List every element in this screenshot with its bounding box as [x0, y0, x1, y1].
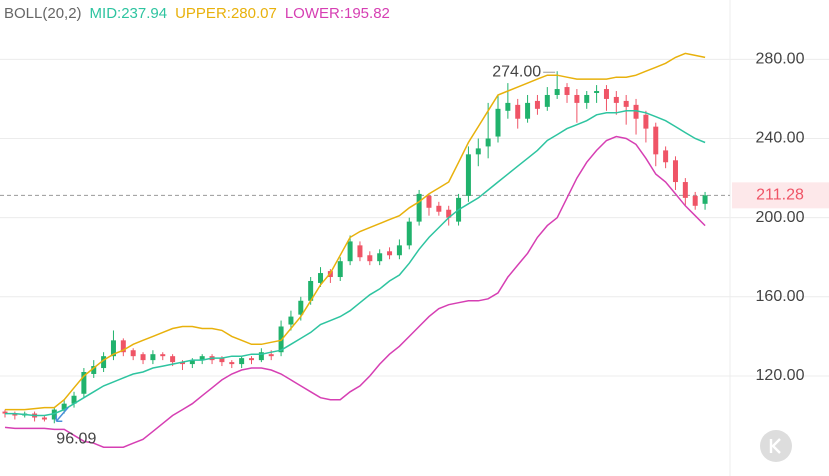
candle-body: [377, 253, 383, 262]
candle-body: [308, 280, 314, 301]
candle-body: [525, 102, 531, 119]
min-pointer: [55, 406, 69, 423]
candle-body: [426, 195, 432, 208]
candle-body: [71, 395, 77, 404]
candle-body: [298, 300, 304, 315]
candle-body: [219, 358, 225, 363]
candle-body: [41, 417, 47, 420]
y-tick-label: 280.00: [756, 51, 805, 68]
candle-body: [51, 409, 57, 420]
legend-entry: LOWER:195.82: [285, 5, 390, 22]
candle-body: [12, 413, 18, 416]
candle-body: [663, 150, 669, 163]
min-label: 96.09: [56, 430, 96, 447]
candle-body: [465, 154, 471, 196]
candle-body: [101, 356, 107, 369]
candle-body: [337, 261, 343, 278]
last-price-badge: [732, 182, 829, 209]
candle-body: [653, 126, 659, 155]
candle-body: [544, 94, 550, 107]
candle-body: [150, 354, 156, 361]
candle-body: [672, 160, 678, 183]
candle-body: [446, 209, 452, 218]
candle-body: [702, 195, 708, 204]
candle-body: [179, 362, 185, 365]
candle-body: [367, 255, 373, 262]
candle-body: [515, 104, 521, 119]
candle-body: [199, 356, 205, 361]
k-button-bg[interactable]: [760, 430, 792, 462]
band-line: [5, 52, 706, 411]
candle-body: [584, 94, 590, 103]
candle-body: [229, 362, 235, 365]
candle-body: [406, 221, 412, 246]
candle-body: [495, 108, 501, 137]
candle-body: [249, 358, 254, 361]
candle-body: [436, 205, 442, 212]
candle-body: [682, 182, 688, 198]
candle-body: [357, 245, 363, 258]
candle-body: [643, 114, 649, 129]
candle-body: [288, 316, 294, 325]
candle-body: [564, 87, 570, 95]
candle-body: [416, 193, 422, 222]
candle-body: [633, 104, 639, 119]
k-button-icon[interactable]: [769, 438, 781, 454]
candle-body: [110, 340, 116, 357]
candle-body: [613, 96, 619, 103]
legend-entry: UPPER:280.07: [175, 5, 277, 22]
k-button[interactable]: [760, 430, 792, 462]
candle-body: [258, 352, 264, 361]
max-label: 274.00: [492, 63, 541, 80]
candle-body: [387, 251, 393, 256]
candle-body: [2, 411, 8, 414]
indicator-label: BOLL(20,2): [4, 5, 82, 22]
candle-body: [475, 148, 481, 155]
candle-body: [534, 100, 540, 109]
candle-body: [603, 89, 609, 99]
y-tick-label: 200.00: [756, 209, 805, 226]
band-line: [5, 110, 706, 417]
candle-body: [505, 102, 511, 111]
y-tick-label: 160.00: [756, 288, 805, 305]
candle-body: [623, 100, 629, 107]
y-tick-label: 240.00: [756, 130, 805, 147]
candle-body: [554, 89, 560, 95]
candle-body: [396, 245, 402, 256]
candle-body: [189, 360, 195, 365]
candle-body: [160, 354, 166, 357]
band-line: [4, 135, 706, 448]
candle-body: [268, 354, 274, 357]
y-tick-label: 120.00: [756, 367, 805, 384]
candle-body: [61, 403, 67, 410]
candle-body: [574, 94, 580, 103]
candle-body: [347, 241, 353, 262]
candle-body: [130, 350, 136, 357]
candle-body: [239, 358, 245, 365]
candle-body: [318, 273, 324, 283]
legend-entry: MID:237.94: [90, 5, 168, 22]
candle-body: [91, 366, 97, 374]
candle-body: [485, 138, 491, 147]
candle-body: [140, 354, 146, 361]
candle-body: [81, 372, 87, 394]
candle-body: [594, 91, 600, 93]
candle-body: [170, 356, 176, 363]
candle-body: [692, 195, 698, 206]
last-price-label: 211.28: [756, 187, 804, 204]
candle-body: [120, 340, 126, 353]
